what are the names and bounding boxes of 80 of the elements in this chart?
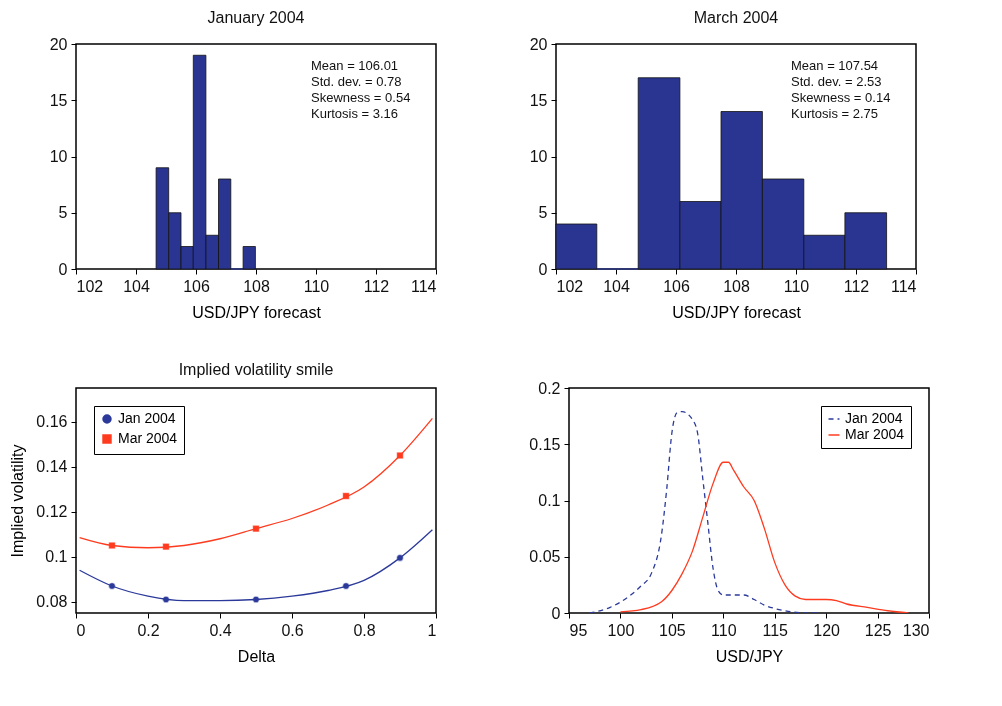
x-tick-label: 0.6 bbox=[281, 621, 304, 639]
y-tick-label: 0.1 bbox=[538, 492, 561, 509]
chart-title: January 2004 bbox=[207, 9, 305, 26]
y-tick-label: 15 bbox=[529, 91, 548, 109]
x-tick-label: 125 bbox=[864, 621, 892, 639]
x-tick-label: 105 bbox=[659, 621, 686, 639]
annotation: Mean = 107.54 bbox=[791, 58, 879, 73]
annotation: Kurtosis = 3.16 bbox=[311, 106, 399, 121]
y-tick-label: 0.1 bbox=[45, 548, 68, 566]
y-tick-label: 20 bbox=[49, 35, 68, 53]
y-tick-label: 10 bbox=[529, 148, 548, 165]
y-tick-label: 0.15 bbox=[529, 435, 561, 453]
x-tick-label: 102 bbox=[556, 277, 584, 295]
x-tick-label: 110 bbox=[711, 621, 737, 639]
x-axis-title: USD/JPY forecast bbox=[672, 303, 802, 321]
legend-label: Jan 2004 bbox=[118, 410, 176, 426]
legend-label: Mar 2004 bbox=[845, 426, 905, 442]
line-series bbox=[78, 529, 434, 602]
y-tick-label: 10 bbox=[49, 148, 68, 165]
point bbox=[252, 524, 260, 533]
legend-label: Jan 2004 bbox=[845, 410, 903, 426]
x-tick-label: 0 bbox=[76, 621, 86, 639]
point bbox=[396, 554, 404, 562]
x-tick-label: 0.8 bbox=[353, 621, 376, 639]
point bbox=[162, 595, 170, 604]
x-tick-label: 114 bbox=[890, 277, 917, 295]
y-axis-title: Implied volatility bbox=[9, 444, 27, 558]
x-tick-label: 110 bbox=[303, 277, 330, 295]
legend-label: Mar 2004 bbox=[118, 430, 178, 446]
point bbox=[342, 492, 350, 500]
x-tick-label: 108 bbox=[723, 277, 750, 295]
y-tick-label: 15 bbox=[49, 91, 68, 109]
x-tick-label: 0.2 bbox=[137, 621, 160, 639]
y-tick-label: 0 bbox=[58, 260, 68, 278]
annotation: Skewness = 0.14 bbox=[791, 90, 891, 105]
point bbox=[252, 595, 260, 604]
x-tick-label: 130 bbox=[902, 621, 930, 639]
y-tick-label: 0 bbox=[551, 604, 561, 622]
y-tick-label: 5 bbox=[58, 204, 68, 222]
y-tick-label: 0.12 bbox=[36, 503, 68, 521]
line-series bbox=[619, 461, 910, 613]
x-tick-label: 115 bbox=[762, 621, 789, 639]
annotation: Skewness = 0.54 bbox=[311, 90, 411, 105]
x-tick-label: 0.4 bbox=[209, 621, 232, 639]
x-axis-title: USD/JPY bbox=[715, 647, 784, 665]
chart-title: March 2004 bbox=[693, 9, 779, 26]
x-tick-label: 114 bbox=[410, 277, 437, 295]
annotation: Std. dev. = 0.78 bbox=[311, 74, 402, 89]
y-tick-label: 0.2 bbox=[538, 379, 561, 397]
x-tick-label: 95 bbox=[569, 621, 588, 639]
y-tick-label: 0 bbox=[538, 260, 548, 278]
y-tick-label: 0.08 bbox=[36, 593, 68, 611]
x-axis-title: USD/JPY forecast bbox=[192, 303, 322, 321]
chart-title: Implied volatility smile bbox=[178, 361, 334, 378]
y-tick-label: 0.16 bbox=[36, 413, 68, 431]
point bbox=[162, 542, 170, 551]
y-tick-label: 5 bbox=[538, 204, 548, 222]
y-tick-label: 0.05 bbox=[529, 548, 561, 566]
x-tick-label: 120 bbox=[813, 621, 841, 639]
annotation: Kurtosis = 2.75 bbox=[791, 106, 879, 121]
x-tick-label: 102 bbox=[76, 277, 104, 295]
annotation: Std. dev. = 2.53 bbox=[791, 74, 882, 89]
x-tick-label: 108 bbox=[243, 277, 270, 295]
point bbox=[342, 582, 350, 590]
point bbox=[108, 541, 116, 550]
y-tick-label: 0.14 bbox=[36, 458, 68, 476]
x-tick-label: 104 bbox=[603, 277, 630, 295]
x-tick-label: 112 bbox=[363, 277, 390, 295]
x-axis-title: Delta bbox=[237, 647, 276, 665]
x-tick-label: 106 bbox=[663, 277, 690, 295]
point bbox=[396, 451, 404, 460]
x-tick-label: 100 bbox=[607, 621, 635, 639]
x-tick-label: 106 bbox=[183, 277, 210, 295]
x-tick-label: 110 bbox=[783, 277, 810, 295]
annotation: Mean = 106.01 bbox=[311, 58, 399, 73]
x-tick-label: 1 bbox=[427, 621, 437, 639]
point bbox=[108, 582, 116, 590]
x-tick-label: 112 bbox=[843, 277, 870, 295]
x-tick-label: 104 bbox=[123, 277, 150, 295]
y-tick-label: 20 bbox=[529, 35, 548, 53]
